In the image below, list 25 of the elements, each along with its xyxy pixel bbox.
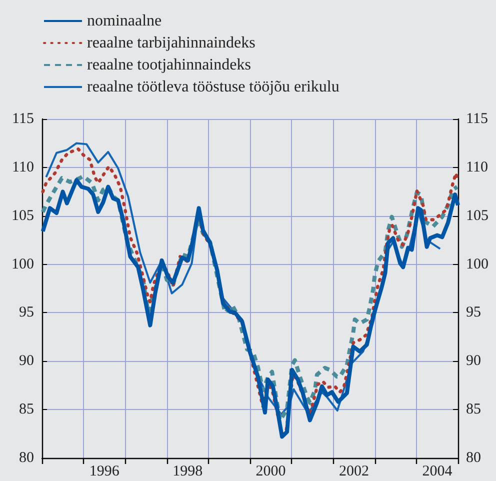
y2-tick-label: 80 [466, 450, 481, 466]
legend-label: nominaalne [87, 12, 162, 30]
legend-label: reaalne tarbijahinnaindeks [87, 34, 256, 52]
y2-tick-label: 90 [466, 353, 481, 370]
y-tick-label: 110 [12, 159, 34, 176]
y2-tick-label: 115 [466, 111, 488, 127]
y2-tick-label: 85 [466, 402, 481, 418]
y-tick-label: 100 [12, 256, 34, 272]
y-tick-label: 105 [12, 208, 34, 224]
y-tick-label: 95 [19, 304, 34, 321]
y2-tick-label: 110 [466, 159, 488, 176]
x-tick-label: 1998 [172, 464, 203, 480]
y-tick-label: 80 [19, 450, 34, 466]
y2-tick-label: 100 [466, 256, 488, 272]
y-tick-label: 85 [19, 402, 34, 418]
x-tick-label: 2002 [339, 464, 369, 480]
legend-label: reaalne töötleva tööstuse tööjõu erikulu [87, 78, 340, 96]
y2-tick-label: 105 [466, 208, 488, 224]
legend-label: reaalne tootjahinnaindeks [87, 56, 251, 74]
x-tick-label: 2004 [422, 464, 453, 480]
y-tick-label: 90 [19, 353, 34, 370]
y-tick-label: 115 [12, 111, 34, 127]
x-tick-label: 2000 [256, 464, 286, 480]
x-tick-label: 1996 [89, 464, 120, 480]
y2-tick-label: 95 [466, 304, 481, 321]
